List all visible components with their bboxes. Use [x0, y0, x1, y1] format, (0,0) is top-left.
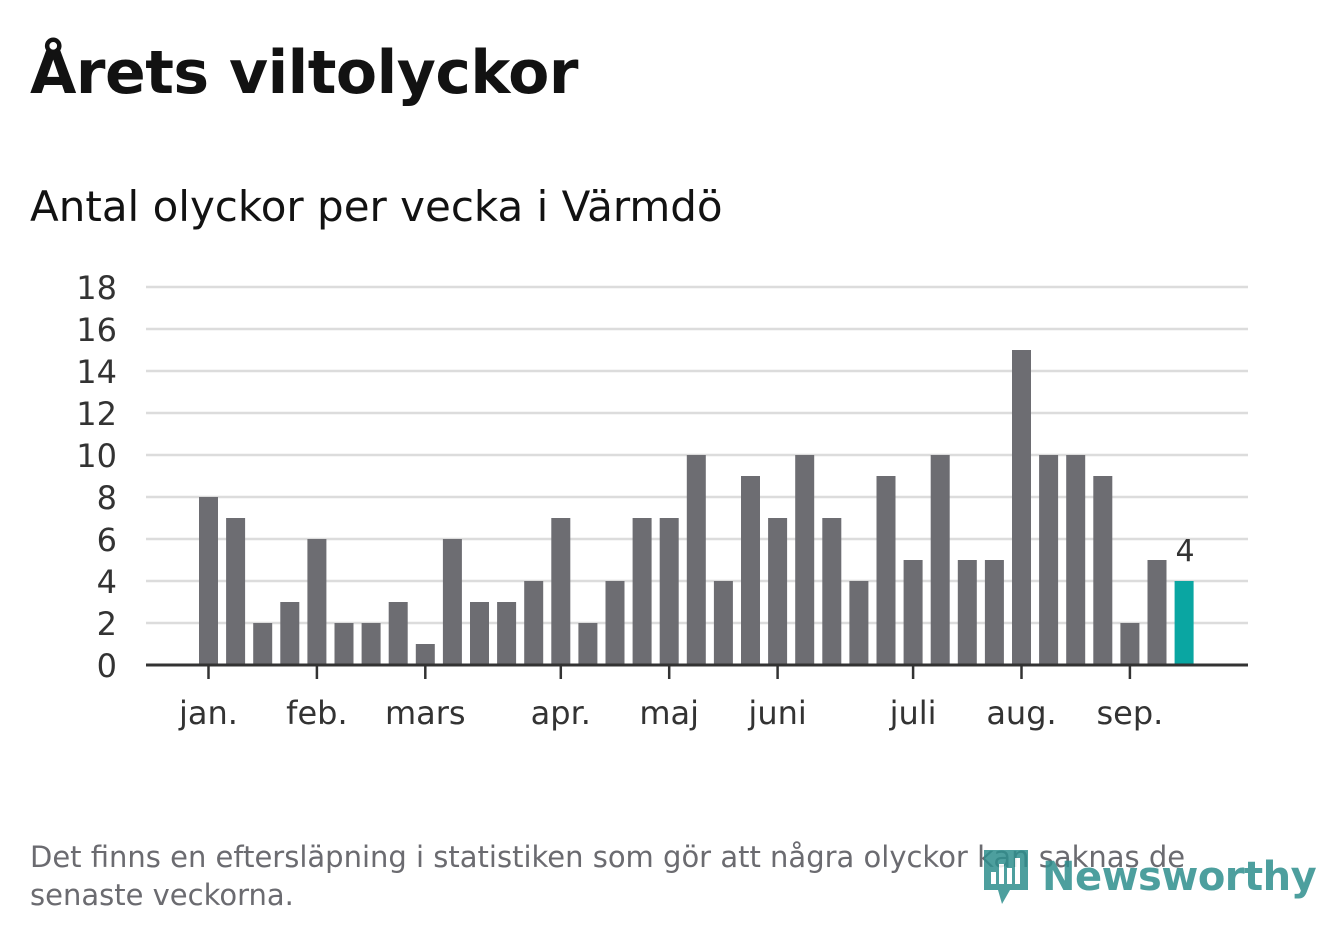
bar	[957, 560, 977, 665]
y-tick-label: 8	[97, 479, 117, 517]
x-tick-label: mars	[385, 694, 466, 732]
chart-subtitle: Antal olyckor per vecka i Värmdö	[30, 182, 723, 231]
bar	[822, 518, 842, 665]
bar	[334, 623, 354, 665]
bar	[605, 581, 625, 665]
y-tick-label: 2	[97, 605, 117, 643]
bar	[741, 476, 760, 665]
bar	[551, 518, 571, 665]
bar-highlight	[1174, 581, 1194, 665]
bar	[849, 581, 869, 665]
bar	[1039, 455, 1059, 665]
y-tick-label: 14	[76, 353, 117, 391]
y-tick-label: 4	[97, 563, 117, 601]
bar	[388, 602, 408, 665]
bar	[903, 560, 923, 665]
x-tick-label: juni	[747, 694, 806, 732]
newsworthy-logo: Newsworthy	[980, 846, 1317, 908]
x-tick-label: aug.	[986, 694, 1056, 732]
bar-chart: 0 2 4 6 8 10 12 14 16 18 4 jan. feb. mars apr. maj juni j…	[76, 269, 1248, 732]
x-tick-label: feb.	[286, 694, 347, 732]
bar	[1066, 455, 1086, 665]
bar	[659, 518, 679, 665]
bar	[930, 455, 950, 665]
bar	[442, 539, 462, 665]
bar	[795, 455, 815, 665]
newsworthy-logo-icon	[984, 850, 1028, 904]
bar	[497, 602, 517, 665]
bar	[686, 455, 706, 665]
bar	[713, 581, 733, 665]
bar	[199, 497, 218, 665]
bar	[578, 623, 598, 665]
y-tick-label: 0	[97, 647, 117, 685]
bar	[632, 518, 652, 665]
bar	[307, 539, 327, 665]
bar	[226, 518, 246, 665]
bar	[415, 644, 435, 665]
x-tick-label: jan.	[178, 694, 238, 732]
x-tick-label: apr.	[531, 694, 591, 732]
bar	[984, 560, 1004, 665]
bar	[253, 623, 273, 665]
y-tick-label: 16	[76, 311, 117, 349]
y-tick-label: 10	[76, 437, 117, 475]
bar	[361, 623, 381, 665]
bar	[768, 518, 788, 665]
bar	[876, 476, 896, 665]
bar	[1120, 623, 1140, 665]
bar	[280, 602, 300, 665]
y-tick-label: 12	[76, 395, 117, 433]
bar	[1093, 476, 1113, 665]
x-tick-label: juli	[889, 694, 937, 732]
chart-title: Årets viltolyckor	[30, 38, 579, 108]
bar	[470, 602, 489, 665]
newsworthy-logo-text: Newsworthy	[1042, 854, 1317, 900]
y-tick-label: 6	[97, 521, 117, 559]
bar	[1012, 350, 1031, 665]
y-tick-label: 18	[76, 269, 117, 307]
highlight-value-label: 4	[1176, 534, 1195, 569]
bar	[524, 581, 544, 665]
x-tick-label: maj	[639, 694, 699, 732]
x-tick-label: sep.	[1096, 694, 1163, 732]
bar	[1147, 560, 1167, 665]
